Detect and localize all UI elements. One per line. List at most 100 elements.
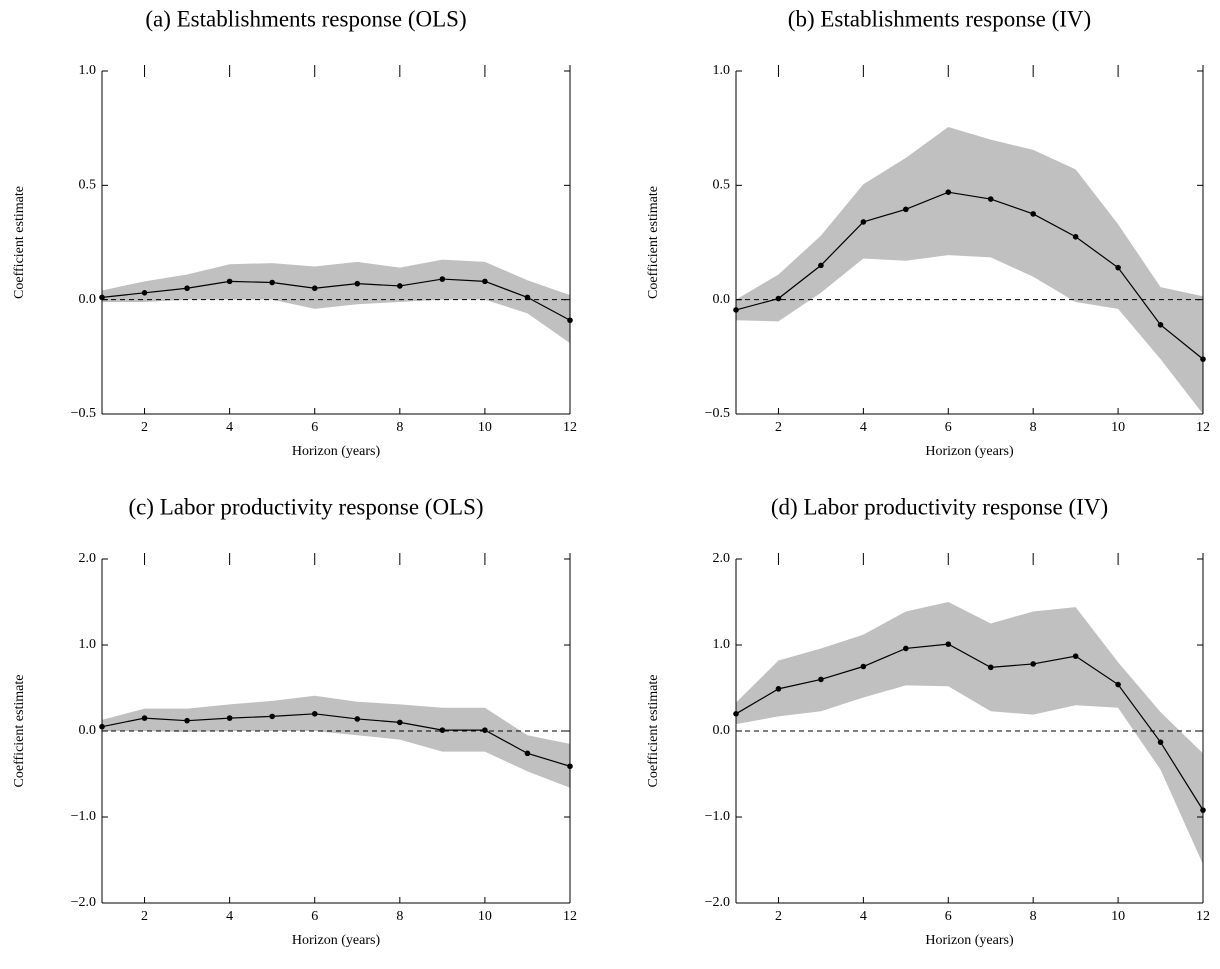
point: [1115, 681, 1121, 688]
y-tick-label: 2.0: [79, 551, 97, 566]
y-tick-label: −0.5: [71, 406, 96, 421]
confidence-band: [736, 127, 1203, 415]
x-axis-label: Horizon (years): [292, 444, 381, 459]
point: [1030, 211, 1036, 217]
point: [99, 294, 105, 301]
estimate-line: [735, 191, 1204, 360]
point: [945, 641, 952, 647]
point: [733, 711, 739, 717]
point: [945, 189, 952, 195]
x-axis-label: Horizon (years): [925, 933, 1014, 948]
point: [141, 715, 148, 721]
x-tick-label: 2: [775, 909, 782, 924]
x-tick-label: 4: [860, 909, 867, 924]
point: [311, 711, 318, 717]
estimate-line: [735, 643, 1204, 811]
estimate-line: [101, 713, 571, 767]
chart-title: (c) Labor productivity response (OLS): [128, 494, 483, 519]
x-tick-label: 6: [311, 909, 318, 924]
point: [226, 715, 233, 721]
point: [903, 645, 909, 652]
x-tick-label: 12: [1196, 909, 1210, 924]
point: [1157, 739, 1164, 745]
point: [524, 750, 531, 757]
point: [818, 676, 824, 683]
point: [354, 716, 361, 722]
point: [775, 686, 782, 692]
x-tick-label: 6: [945, 420, 952, 435]
y-axis-label: Coefficient estimate: [646, 186, 661, 299]
x-tick-label: 2: [141, 420, 148, 435]
point: [226, 278, 233, 285]
y-tick-label: −1.0: [71, 809, 96, 824]
point: [860, 663, 867, 670]
y-tick-label: 1.0: [713, 63, 731, 78]
x-tick-label: 10: [1111, 909, 1125, 924]
x-tick-label: 10: [478, 909, 492, 924]
x-tick-label: 6: [945, 909, 952, 924]
point: [397, 283, 403, 289]
x-tick-label: 8: [1030, 420, 1037, 435]
y-tick-label: −2.0: [71, 895, 96, 910]
y-axis-label: Coefficient estimate: [12, 675, 27, 788]
x-tick-label: 8: [396, 909, 403, 924]
point: [482, 727, 488, 733]
point: [1030, 661, 1036, 667]
point: [987, 664, 994, 671]
point: [141, 290, 148, 296]
point: [1200, 807, 1206, 813]
y-tick-label: 1.0: [713, 637, 731, 652]
y-tick-label: 0.0: [79, 723, 97, 738]
y-axis-label: Coefficient estimate: [646, 675, 661, 788]
x-tick-label: 4: [226, 420, 233, 435]
y-tick-label: 0.0: [713, 292, 731, 307]
x-tick-label: 10: [1111, 420, 1125, 435]
estimate-line: [101, 278, 571, 321]
point: [818, 262, 824, 269]
point: [269, 713, 275, 720]
point: [1072, 653, 1079, 659]
point: [482, 278, 488, 285]
x-tick-label: 2: [141, 909, 148, 924]
point: [311, 285, 318, 292]
point: [184, 285, 190, 292]
y-tick-label: −2.0: [705, 895, 730, 910]
point: [439, 727, 446, 733]
confidence-band: [102, 259, 570, 344]
y-axis-label: Coefficient estimate: [12, 186, 27, 299]
x-axis-label: Horizon (years): [925, 444, 1014, 459]
y-tick-label: −0.5: [705, 406, 730, 421]
x-tick-label: 4: [860, 420, 867, 435]
y-tick-label: 1.0: [79, 637, 97, 652]
y-tick-label: 0.0: [713, 723, 731, 738]
point: [99, 723, 105, 730]
point: [397, 719, 403, 726]
point: [860, 219, 867, 225]
x-tick-label: 10: [478, 420, 492, 435]
point: [567, 317, 573, 324]
point: [1157, 322, 1164, 328]
x-tick-label: 8: [396, 420, 403, 435]
confidence-band: [102, 695, 570, 788]
point: [1115, 264, 1121, 271]
point: [524, 294, 531, 301]
y-tick-label: 0.0: [79, 292, 97, 307]
point: [987, 196, 994, 202]
x-tick-label: 12: [563, 420, 577, 435]
point: [1072, 233, 1079, 240]
y-tick-label: −1.0: [705, 809, 730, 824]
x-tick-label: 2: [775, 420, 782, 435]
point: [567, 763, 573, 770]
point: [903, 206, 909, 213]
point: [439, 276, 446, 282]
point: [354, 280, 361, 287]
point: [733, 307, 739, 313]
x-tick-label: 6: [311, 420, 318, 435]
point: [269, 279, 275, 286]
x-tick-label: 8: [1030, 909, 1037, 924]
point: [775, 295, 782, 302]
y-tick-label: 0.5: [713, 178, 731, 193]
point: [184, 717, 190, 724]
x-tick-label: 12: [563, 909, 577, 924]
